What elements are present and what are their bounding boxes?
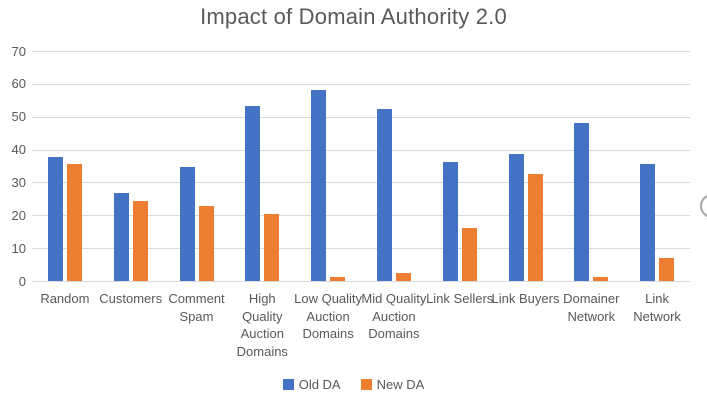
bar-new-da-comment-spam bbox=[198, 206, 214, 281]
x-axis-label-high-quality-auction-domains: High Quality Auction Domains bbox=[236, 291, 288, 359]
bar-old-da-mid-quality-auction-domains bbox=[376, 109, 392, 281]
legend: Old DA New DA bbox=[0, 377, 707, 392]
gridline-0 bbox=[32, 281, 690, 282]
bar-new-da-domainer-network bbox=[593, 276, 609, 281]
y-axis-tick-label-10: 10 bbox=[11, 240, 26, 256]
x-axis-label-domainer-network: Domainer Network bbox=[563, 291, 620, 324]
legend-item-old-da: Old DA bbox=[282, 377, 341, 392]
gridline-10 bbox=[32, 248, 690, 250]
bar-old-da-high-quality-auction-domains bbox=[245, 105, 261, 281]
legend-label-new-da: New DA bbox=[376, 377, 425, 392]
bar-old-da-low-quality-auction-domains bbox=[311, 89, 327, 281]
bar-old-da-link-buyers bbox=[508, 153, 524, 281]
bar-new-da-low-quality-auction-domains bbox=[330, 276, 346, 281]
x-axis-label-random: Random bbox=[40, 291, 90, 306]
gridline-30 bbox=[32, 182, 690, 184]
x-axis-label-customers: Customers bbox=[99, 291, 163, 306]
bar-old-da-link-sellers bbox=[442, 162, 458, 281]
legend-item-new-da: New DA bbox=[360, 377, 425, 392]
gridline-20 bbox=[32, 215, 690, 217]
x-axis-label-mid-quality-auction-domains: Mid Quality Auction Domains bbox=[361, 291, 427, 341]
chart-title: Impact of Domain Authority 2.0 bbox=[200, 4, 507, 29]
bar-new-da-customers bbox=[132, 200, 148, 281]
bar-new-da-high-quality-auction-domains bbox=[264, 213, 280, 281]
bar-old-da-link-network bbox=[640, 164, 656, 281]
y-axis-tick-label-0: 0 bbox=[18, 273, 26, 289]
legend-swatch-old-da bbox=[282, 379, 294, 390]
gridline-60 bbox=[32, 83, 690, 85]
y-axis-tick-label-50: 50 bbox=[11, 109, 26, 125]
x-axis-label-comment-spam: Comment Spam bbox=[168, 291, 225, 324]
gridline-70 bbox=[32, 51, 690, 52]
y-axis-tick-label-20: 20 bbox=[11, 207, 26, 223]
bar-old-da-customers bbox=[113, 193, 129, 281]
gridline-50 bbox=[32, 116, 690, 118]
y-axis-tick-label-40: 40 bbox=[11, 142, 26, 158]
bar-new-da-link-buyers bbox=[527, 173, 543, 281]
carousel-next-button[interactable] bbox=[700, 194, 707, 218]
legend-swatch-new-da bbox=[360, 379, 372, 390]
x-axis-label-link-buyers: Link Buyers bbox=[491, 291, 560, 306]
x-axis-label-link-network: Link Network bbox=[633, 291, 681, 324]
bar-old-da-domainer-network bbox=[574, 123, 590, 281]
y-axis-tick-label-70: 70 bbox=[11, 43, 26, 59]
bar-new-da-random bbox=[66, 164, 82, 281]
y-axis-tick-label-30: 30 bbox=[11, 174, 26, 190]
legend-label-old-da: Old DA bbox=[298, 377, 341, 392]
x-axis-label-low-quality-auction-domains: Low Quality Auction Domains bbox=[294, 291, 363, 341]
bar-new-da-mid-quality-auction-domains bbox=[395, 273, 411, 281]
y-axis-tick-label-60: 60 bbox=[11, 76, 26, 92]
bar-new-da-link-network bbox=[659, 257, 675, 281]
bar-old-da-comment-spam bbox=[179, 167, 195, 281]
gridline-40 bbox=[32, 149, 690, 151]
bar-new-da-link-sellers bbox=[461, 228, 477, 281]
bar-old-da-random bbox=[47, 157, 63, 281]
x-axis-label-link-sellers: Link Sellers bbox=[426, 291, 494, 306]
